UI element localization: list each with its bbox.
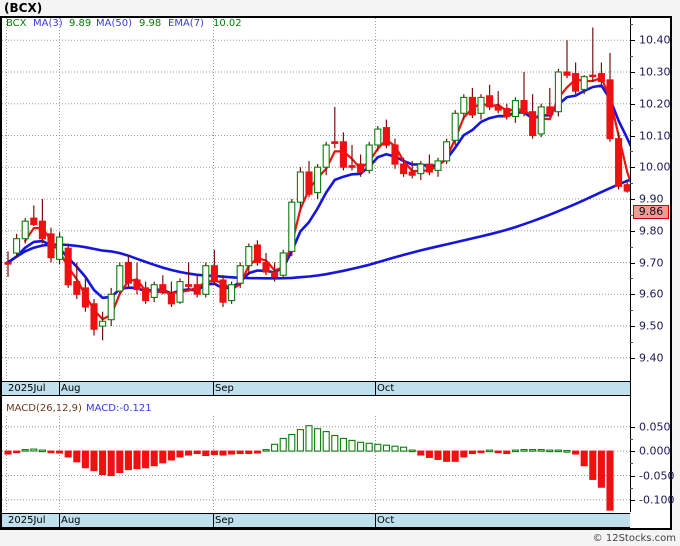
legend-symbol: BCX xyxy=(6,18,27,29)
macd-histogram-plot[interactable] xyxy=(2,416,630,512)
date-tick-mark xyxy=(213,514,214,527)
price-minor-tick xyxy=(630,87,633,89)
macd-tick-label: 0.000 xyxy=(639,444,671,458)
macd-tick xyxy=(630,426,635,428)
price-axis: 9.40 9.50 9.60 9.70 9.80 9.90 10.00 10.10 10.20 1… xyxy=(630,18,674,512)
macd-tick-label: 0.050 xyxy=(639,420,671,434)
price-minor-tick xyxy=(630,151,633,153)
price-tick-label: 9.90 xyxy=(639,192,664,206)
date-tick-label-sep: Sep xyxy=(215,383,234,394)
price-tick-label: 10.40 xyxy=(639,33,671,47)
price-tick xyxy=(630,294,635,296)
price-tick-label: 10.20 xyxy=(639,97,671,111)
date-tick-label-sep: Sep xyxy=(215,515,234,526)
macd-tick xyxy=(630,451,635,453)
macd-minor-tick xyxy=(630,487,633,489)
price-minor-tick xyxy=(630,310,633,312)
price-minor-tick xyxy=(630,119,633,121)
price-tick xyxy=(630,40,635,42)
price-legend: BCX MA(3) 9.89 MA(50) 9.98 EMA(7) 10.02 xyxy=(0,18,668,31)
date-tick-label-2025jul: 2025Jul xyxy=(8,515,46,526)
macd-chart-panel[interactable] xyxy=(2,416,630,512)
date-tick-label-aug: Aug xyxy=(61,383,81,394)
legend-ema7-value: 10.02 xyxy=(213,18,242,29)
date-tick-mark xyxy=(59,514,60,527)
price-tick xyxy=(630,103,635,105)
date-tick-mark xyxy=(375,514,376,527)
date-tick-label-aug: Aug xyxy=(61,515,81,526)
price-chart-panel[interactable] xyxy=(2,18,630,380)
price-tick-label: 10.30 xyxy=(639,65,671,79)
macd-tick-label: -0.050 xyxy=(639,469,675,482)
legend-ma3-label: MA(3) xyxy=(33,18,63,29)
price-minor-tick xyxy=(630,246,633,248)
macd-tick xyxy=(630,499,635,501)
price-tick xyxy=(630,199,635,200)
price-minor-tick xyxy=(630,24,633,26)
page-title: (BCX) xyxy=(4,1,43,15)
macd-indicator-value: MACD:-0.121 xyxy=(86,403,152,414)
macd-legend: MACD(26,12,9) MACD:-0.121 xyxy=(0,403,668,416)
macd-tick-label: -0.100 xyxy=(639,493,675,507)
price-tick-label: 9.70 xyxy=(639,256,664,269)
date-axis-macd: 2025Jul Aug Sep Oct xyxy=(2,513,630,528)
price-tick-label: 10.00 xyxy=(639,160,671,174)
price-tick-label: 9.40 xyxy=(639,351,664,365)
price-minor-tick xyxy=(630,214,633,216)
price-tick-label: 10.10 xyxy=(639,129,671,142)
macd-minor-tick xyxy=(630,438,633,440)
price-axis-spine xyxy=(630,18,631,512)
current-price-badge: 9.86 xyxy=(633,204,669,219)
price-minor-tick xyxy=(630,278,633,280)
date-tick-mark xyxy=(375,382,376,395)
price-tick-label: 9.50 xyxy=(639,319,664,333)
date-tick-label-oct: Oct xyxy=(377,383,395,394)
price-tick xyxy=(630,167,635,169)
price-tick-label: 9.60 xyxy=(639,287,664,301)
price-tick xyxy=(630,262,635,264)
date-tick-label-2025jul: 2025Jul xyxy=(8,383,46,394)
price-tick xyxy=(630,326,635,327)
price-tick xyxy=(630,72,635,73)
date-axis-price: 2025Jul Aug Sep Oct xyxy=(2,381,630,396)
macd-minor-tick xyxy=(630,463,633,465)
date-tick-label-oct: Oct xyxy=(377,515,395,526)
price-candlestick-plot[interactable] xyxy=(2,18,630,380)
price-tick-label: 9.80 xyxy=(639,224,664,238)
price-tick xyxy=(630,357,635,359)
legend-ma3-value: 9.89 xyxy=(69,18,92,29)
date-tick-mark xyxy=(213,382,214,395)
legend-ma50-label: MA(50) xyxy=(96,18,132,29)
legend-ema7-label: EMA(7) xyxy=(168,18,204,29)
date-tick-mark xyxy=(59,382,60,395)
legend-ma50-value: 9.98 xyxy=(139,18,162,29)
macd-indicator-label: MACD(26,12,9) xyxy=(6,403,82,414)
price-minor-tick xyxy=(630,56,633,58)
price-tick xyxy=(630,230,635,232)
price-tick xyxy=(630,135,635,137)
price-minor-tick xyxy=(630,341,633,343)
price-minor-tick xyxy=(630,183,633,185)
copyright-notice: © 12Stocks.com xyxy=(592,533,676,544)
macd-tick xyxy=(630,475,635,477)
